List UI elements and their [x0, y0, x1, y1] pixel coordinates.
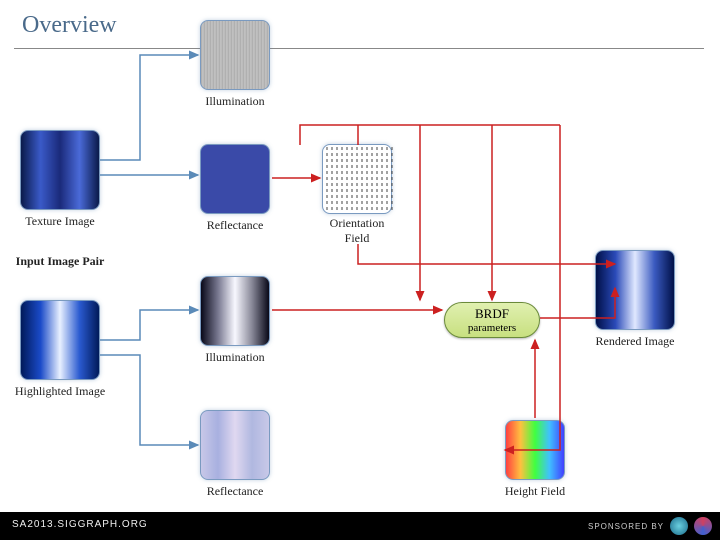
sponsor-block: SPONSORED BY: [588, 512, 720, 540]
divider: [14, 48, 704, 49]
highlighted-image-thumb: [20, 300, 100, 380]
brdf-sublabel: parameters: [445, 321, 539, 335]
sponsored-label: SPONSORED BY: [588, 522, 664, 531]
texture-image-label: Texture Image: [20, 214, 100, 229]
illumination1-thumb: [200, 20, 270, 90]
rendered-image-label: Rendered Image: [590, 334, 680, 349]
highlighted-image-label: Highlighted Image: [10, 384, 110, 399]
page-title: Overview: [22, 12, 117, 39]
illumination2-thumb: [200, 276, 270, 346]
sponsor-icon-1: [670, 517, 688, 535]
input-image-pair-label: Input Image Pair: [10, 254, 110, 269]
texture-image-thumb: [20, 130, 100, 210]
rendered-image-thumb: [595, 250, 675, 330]
reflectance2-label: Reflectance: [200, 484, 270, 499]
illumination2-label: Illumination: [200, 350, 270, 365]
brdf-label: BRDF: [445, 307, 539, 321]
illumination1-label: Illumination: [200, 94, 270, 109]
orientation-field-thumb: [322, 144, 392, 214]
height-field-label: Height Field: [495, 484, 575, 499]
reflectance2-thumb: [200, 410, 270, 480]
orientation-field-label: OrientationField: [322, 216, 392, 246]
brdf-node: BRDF parameters: [444, 302, 540, 338]
sponsor-icon-2: [694, 517, 712, 535]
reflectance1-thumb: [200, 144, 270, 214]
reflectance1-label: Reflectance: [200, 218, 270, 233]
height-field-thumb: [505, 420, 565, 480]
footer-text: SA2013.SIGGRAPH.ORG: [12, 519, 148, 530]
footer-bar: SA2013.SIGGRAPH.ORG SPONSORED BY: [0, 512, 720, 540]
